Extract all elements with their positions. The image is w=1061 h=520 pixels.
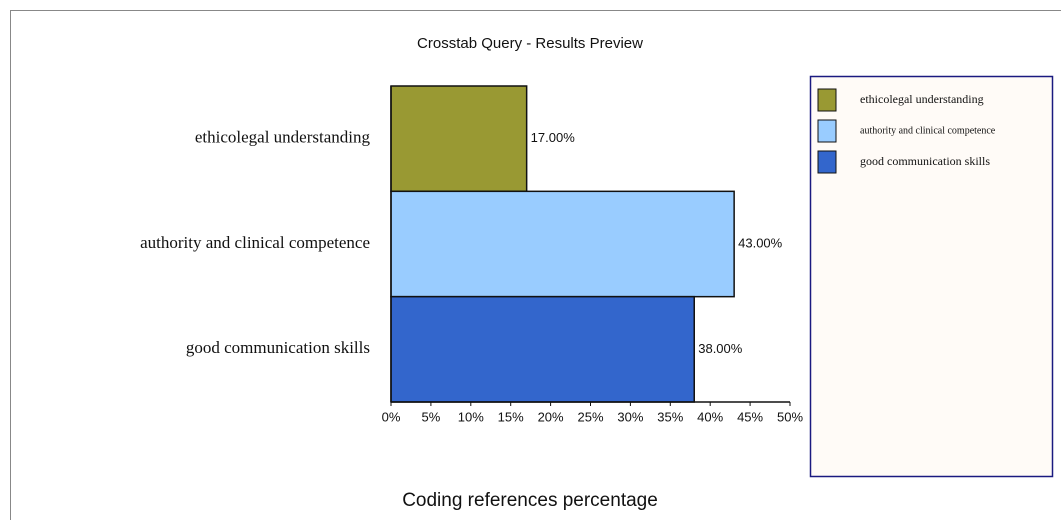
x-tick-label: 25%: [577, 409, 603, 424]
value-label: 43.00%: [738, 235, 783, 250]
y-tick-label: ethicolegal understanding: [195, 128, 371, 147]
chart-title: Crosstab Query - Results Preview: [417, 35, 643, 52]
legend-label: good communication skills: [860, 154, 990, 168]
y-tick-label: good communication skills: [186, 338, 370, 357]
x-tick-label: 20%: [538, 409, 564, 424]
x-tick-label: 45%: [737, 409, 763, 424]
legend-swatch: [817, 119, 837, 143]
legend-label: authority and clinical competence: [860, 125, 996, 136]
x-tick-label: 50%: [777, 409, 803, 424]
value-label: 38.00%: [698, 341, 743, 356]
x-tick-label: 40%: [697, 409, 723, 424]
x-tick-label: 5%: [422, 409, 441, 424]
legend-box: [809, 75, 1054, 478]
y-tick-label: authority and clinical competence: [140, 233, 370, 252]
bar: [390, 85, 528, 193]
x-tick-label: 30%: [617, 409, 643, 424]
x-tick-label: 0%: [382, 409, 401, 424]
value-label: 17.00%: [531, 130, 576, 145]
legend-swatch: [817, 150, 837, 174]
legend-label: ethicolegal understanding: [860, 92, 984, 106]
bar: [390, 190, 735, 298]
x-tick-label: 10%: [458, 409, 484, 424]
x-tick-label: 15%: [498, 409, 524, 424]
bar: [390, 295, 695, 403]
x-axis-title: Coding references percentage: [402, 490, 658, 511]
legend-swatch: [817, 88, 837, 112]
x-tick-label: 35%: [657, 409, 683, 424]
